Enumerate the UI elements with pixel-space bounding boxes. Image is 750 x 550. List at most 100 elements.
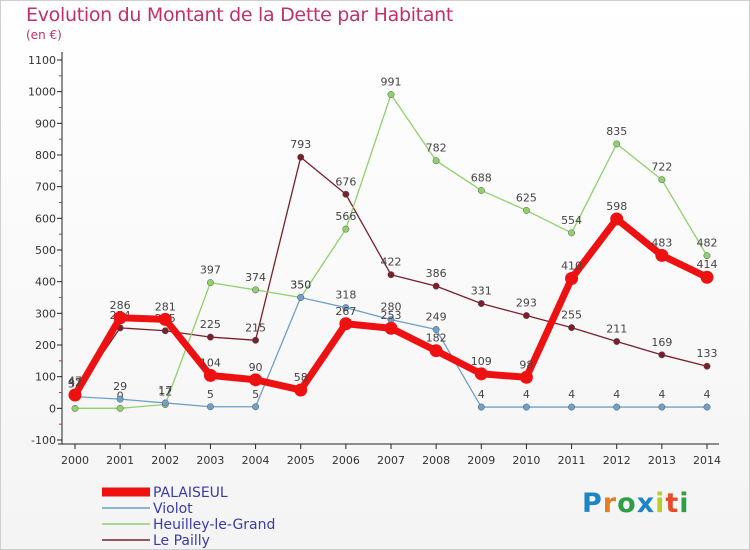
y-tick-label: 700 — [35, 181, 56, 194]
data-point-violot — [206, 403, 214, 411]
data-point-palaiseul — [519, 370, 533, 384]
data-label-heuilley-le-grand: 722 — [651, 161, 672, 174]
data-point-le-pailly — [568, 324, 576, 332]
data-label-le-pailly: 793 — [290, 138, 311, 151]
x-tick-label: 2014 — [693, 454, 721, 467]
y-tick-label: 1000 — [28, 86, 56, 99]
data-point-heuilley-le-grand — [206, 279, 214, 287]
data-label-le-pailly: 255 — [561, 309, 582, 322]
data-label-palaiseul: 414 — [697, 258, 718, 271]
data-label-le-pailly: 215 — [245, 321, 266, 334]
data-point-le-pailly — [206, 333, 214, 341]
y-tick-label: 0 — [49, 402, 56, 415]
data-point-heuilley-le-grand — [432, 157, 440, 165]
data-label-palaiseul: 598 — [606, 200, 627, 213]
data-label-le-pailly: 169 — [651, 336, 672, 349]
x-tick-label: 2002 — [151, 454, 179, 467]
x-tick-label: 2011 — [558, 454, 586, 467]
data-point-heuilley-le-grand — [71, 404, 79, 412]
data-point-le-pailly — [522, 312, 530, 319]
data-label-heuilley-le-grand: 397 — [200, 264, 221, 277]
data-point-violot — [703, 403, 711, 411]
data-label-violot: 350 — [290, 279, 311, 292]
data-label-heuilley-le-grand: 554 — [561, 214, 582, 227]
y-tick-label: 100 — [35, 371, 56, 384]
data-label-violot: 280 — [381, 301, 402, 314]
data-point-palaiseul — [429, 344, 443, 358]
data-label-violot: 4 — [478, 388, 485, 401]
data-label-violot: 17 — [158, 384, 172, 397]
data-label-palaiseul: 98 — [519, 358, 533, 371]
data-point-palaiseul — [474, 367, 488, 381]
y-tick-label: 600 — [35, 212, 56, 225]
data-label-palaiseul: 253 — [381, 309, 402, 322]
x-tick-label: 2007 — [377, 454, 405, 467]
chart-unit: (en €) — [26, 28, 62, 42]
data-point-violot — [658, 403, 666, 411]
data-label-palaiseul: 104 — [200, 356, 221, 369]
y-tick-label: 900 — [35, 117, 56, 130]
y-tick-label: 500 — [35, 244, 56, 257]
x-tick-label: 2004 — [242, 454, 270, 467]
data-point-violot — [613, 403, 621, 411]
data-point-violot — [432, 326, 440, 333]
data-point-le-pailly — [161, 327, 169, 335]
data-label-heuilley-le-grand: 374 — [245, 271, 266, 284]
series-line-heuilley-le-grand — [74, 93, 708, 409]
data-label-le-pailly: 331 — [471, 285, 492, 298]
data-label-violot: 249 — [426, 310, 447, 323]
data-label-violot: 4 — [568, 388, 575, 401]
data-point-palaiseul — [700, 270, 714, 284]
data-label-le-pailly: 293 — [516, 297, 537, 310]
data-label-heuilley-le-grand: 688 — [471, 171, 492, 184]
data-point-palaiseul — [113, 311, 127, 325]
data-point-palaiseul — [203, 368, 217, 382]
data-point-le-pailly — [387, 271, 395, 279]
data-point-le-pailly — [703, 362, 711, 370]
data-label-le-pailly: 386 — [426, 267, 447, 280]
data-label-violot: 5 — [252, 388, 259, 401]
data-label-heuilley-le-grand: 782 — [426, 142, 447, 155]
data-point-palaiseul — [565, 272, 579, 285]
y-tick-label: 400 — [35, 276, 56, 289]
data-point-palaiseul — [294, 383, 308, 397]
data-point-palaiseul — [339, 317, 353, 331]
data-point-le-pailly — [658, 351, 666, 359]
data-label-violot: 4 — [613, 388, 620, 401]
x-tick-label: 2012 — [603, 454, 631, 467]
data-point-heuilley-le-grand — [477, 187, 485, 194]
data-label-heuilley-le-grand: 12 — [158, 386, 172, 399]
data-label-palaiseul: 58 — [294, 371, 308, 384]
data-label-violot: 318 — [335, 289, 356, 302]
data-point-heuilley-le-grand — [703, 252, 711, 260]
data-label-heuilley-le-grand: 566 — [335, 210, 356, 223]
data-point-palaiseul — [384, 321, 398, 335]
data-point-heuilley-le-grand — [613, 140, 621, 148]
data-label-heuilley-le-grand: 835 — [606, 125, 627, 138]
data-point-violot — [297, 294, 305, 301]
data-label-palaiseul: 90 — [249, 361, 263, 374]
data-point-palaiseul — [158, 312, 172, 326]
data-label-le-pailly: 422 — [381, 256, 402, 269]
legend-label-le-pailly: Le Pailly — [153, 533, 210, 549]
data-label-palaiseul: 286 — [110, 299, 131, 312]
proxiti-logo: Proxiti — [582, 488, 690, 519]
data-label-violot: 4 — [658, 388, 665, 401]
x-tick-label: 2006 — [332, 454, 360, 467]
data-label-palaiseul: 483 — [651, 236, 672, 249]
data-label-heuilley-le-grand: 350 — [290, 279, 311, 292]
x-tick-label: 2013 — [648, 454, 676, 467]
x-tick-label: 2001 — [106, 454, 134, 467]
data-label-palaiseul: 267 — [335, 305, 356, 318]
data-label-heuilley-le-grand: 482 — [697, 237, 718, 250]
legend-label-palaiseul: PALAISEUL — [153, 485, 228, 501]
data-point-heuilley-le-grand — [522, 206, 530, 214]
data-point-violot — [568, 403, 576, 411]
x-tick-label: 2008 — [422, 454, 450, 467]
data-point-le-pailly — [477, 300, 485, 307]
data-label-le-pailly: 676 — [335, 175, 356, 188]
data-label-le-pailly: 133 — [697, 347, 718, 360]
data-point-le-pailly — [252, 336, 260, 344]
data-point-heuilley-le-grand — [658, 176, 666, 184]
